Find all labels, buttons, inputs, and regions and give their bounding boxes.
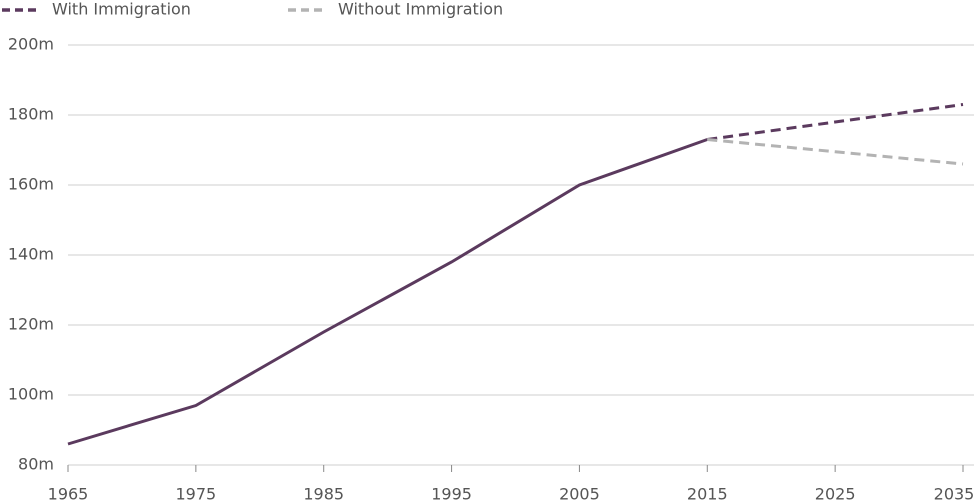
x-tick-label: 2015 (687, 485, 728, 504)
x-tick-label: 1975 (175, 485, 216, 504)
history-line (67, 138, 708, 446)
y-tick-label: 200m (8, 35, 54, 54)
y-tick-label: 140m (8, 245, 54, 264)
x-tick-label: 2025 (815, 485, 856, 504)
x-tick-label: 1965 (48, 485, 89, 504)
x-tick-label: 2035 (934, 485, 974, 504)
projection-line (707, 103, 964, 141)
x-tick-label: 2005 (559, 485, 600, 504)
y-tick-label: 100m (8, 385, 54, 404)
y-tick-label: 120m (8, 315, 54, 334)
y-tick-label: 180m (8, 105, 54, 124)
legend-label: With Immigration (52, 0, 191, 19)
legend-label: Without Immigration (338, 0, 503, 19)
x-tick-label: 1985 (303, 485, 344, 504)
y-tick-label: 160m (8, 175, 54, 194)
y-tick-label: 80m (18, 455, 54, 474)
x-tick-label: 1995 (431, 485, 472, 504)
projection-line (707, 138, 964, 166)
